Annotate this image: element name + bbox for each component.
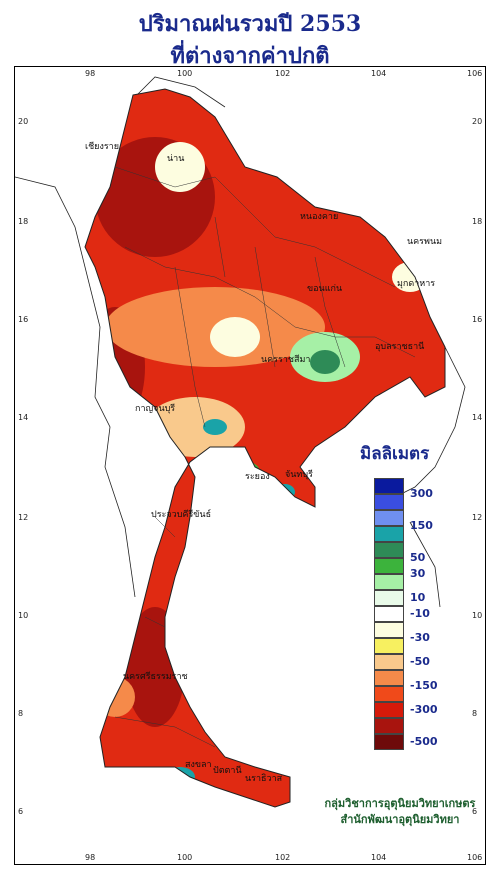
place-label: น่าน (167, 154, 184, 164)
lon-tick-bottom: 104 (371, 853, 387, 862)
place-label: ปัตตานี (213, 765, 242, 776)
legend-swatch (374, 734, 404, 750)
legend-swatch (374, 590, 404, 606)
legend-swatch (374, 638, 404, 654)
legend-swatch (374, 670, 404, 686)
place-label: มุกดาหาร (397, 279, 435, 289)
legend-swatch (374, 654, 404, 670)
lat-tick-left: 18 (18, 217, 29, 226)
place-label: จันทบุรี (285, 469, 313, 480)
lon-tick-bottom: 102 (275, 853, 291, 862)
lat-tick-right: 12 (472, 513, 483, 522)
lat-tick-left: 6 (18, 807, 24, 816)
place-label: ระยอง (245, 472, 270, 482)
credit-line-1: กลุ่มวิชาการอุตุนิยมวิทยาเกษตร (324, 797, 476, 810)
legend-swatch (374, 558, 404, 574)
legend-swatch (374, 622, 404, 638)
legend-label: -10 (410, 607, 430, 620)
lat-tick-right: 16 (472, 315, 483, 324)
lat-tick-left: 12 (18, 513, 29, 522)
place-label: นครราชสีมา (261, 354, 310, 365)
credit-line-2: สำนักพัฒนาอุตุนิยมวิทยา (340, 813, 460, 826)
lon-tick-bottom: 106 (467, 853, 483, 862)
legend-swatch (374, 510, 404, 526)
anomaly-patch-nan-white (155, 142, 205, 192)
legend-label: 300 (410, 487, 433, 500)
legend-swatch (374, 478, 404, 494)
place-labels: เชียงรายน่านหนองคายนครพนมมุกดาหารขอนแก่น… (85, 141, 442, 784)
lat-tick-left: 14 (18, 413, 29, 422)
map-subtitle: ที่ต่างจากค่าปกติ (170, 43, 330, 69)
legend-label: 30 (410, 567, 426, 580)
western-border-line (14, 176, 136, 598)
lat-tick-right: 6 (472, 807, 478, 816)
legend-swatch (374, 686, 404, 702)
lon-tick-top: 98 (85, 69, 96, 78)
cambodia-vietnam-border-line (409, 521, 441, 608)
lat-tick-right: 10 (472, 611, 483, 620)
lat-tick-right: 20 (472, 117, 483, 126)
anomaly-patch-bangkok-teal (203, 419, 227, 435)
legend-unit-label: มิลลิเมตร (360, 444, 430, 464)
legend-label: -50 (410, 655, 430, 668)
place-label: อุบลราชธานี (375, 341, 424, 352)
lat-tick-left: 16 (18, 315, 29, 324)
place-label: นครพนม (407, 237, 442, 247)
place-label: สงขลา (185, 760, 212, 770)
place-label: นครศรีธรรมราช (123, 671, 188, 682)
legend-swatch (374, 526, 404, 542)
legend-swatch (374, 574, 404, 590)
legend-label: 150 (410, 519, 433, 532)
legend-label: 10 (410, 591, 426, 604)
legend-label: -30 (410, 631, 430, 644)
lon-tick-top: 104 (371, 69, 387, 78)
place-label: ประจวบคีรีขันธ์ (151, 508, 211, 520)
map-title: ปริมาณฝนรวมปี 2553 (138, 11, 362, 37)
place-label: กาญจนบุรี (135, 403, 175, 414)
northern-border-line (134, 76, 226, 108)
lon-tick-bottom: 98 (85, 853, 96, 862)
legend-swatch (374, 494, 404, 510)
place-label: ขอนแก่น (307, 284, 342, 294)
place-label: หนองคาย (300, 212, 338, 222)
lat-tick-right: 8 (472, 709, 478, 718)
legend-label: -500 (410, 735, 438, 748)
lat-tick-right: 18 (472, 217, 483, 226)
legend-swatch (374, 702, 404, 718)
legend-swatch (374, 718, 404, 734)
legend-label: 50 (410, 551, 426, 564)
anomaly-patch-south-dark (125, 607, 185, 727)
legend-label: -150 (410, 679, 438, 692)
lon-tick-top: 106 (467, 69, 483, 78)
lon-tick-top: 100 (177, 69, 193, 78)
lat-tick-right: 14 (472, 413, 483, 422)
place-label: นราธิวาส (245, 773, 283, 784)
lat-tick-left: 8 (18, 709, 24, 718)
anomaly-patch-central-white (210, 317, 260, 357)
lat-tick-left: 10 (18, 611, 29, 620)
lat-tick-left: 20 (18, 117, 29, 126)
lon-tick-bottom: 100 (177, 853, 193, 862)
lon-tick-top: 102 (275, 69, 291, 78)
place-label: เชียงราย (85, 141, 119, 152)
legend-swatch (374, 606, 404, 622)
legend-label: -300 (410, 703, 438, 716)
legend-swatch (374, 542, 404, 558)
province-lines (114, 166, 416, 748)
anomaly-patch-east-darkgreen (310, 350, 340, 374)
